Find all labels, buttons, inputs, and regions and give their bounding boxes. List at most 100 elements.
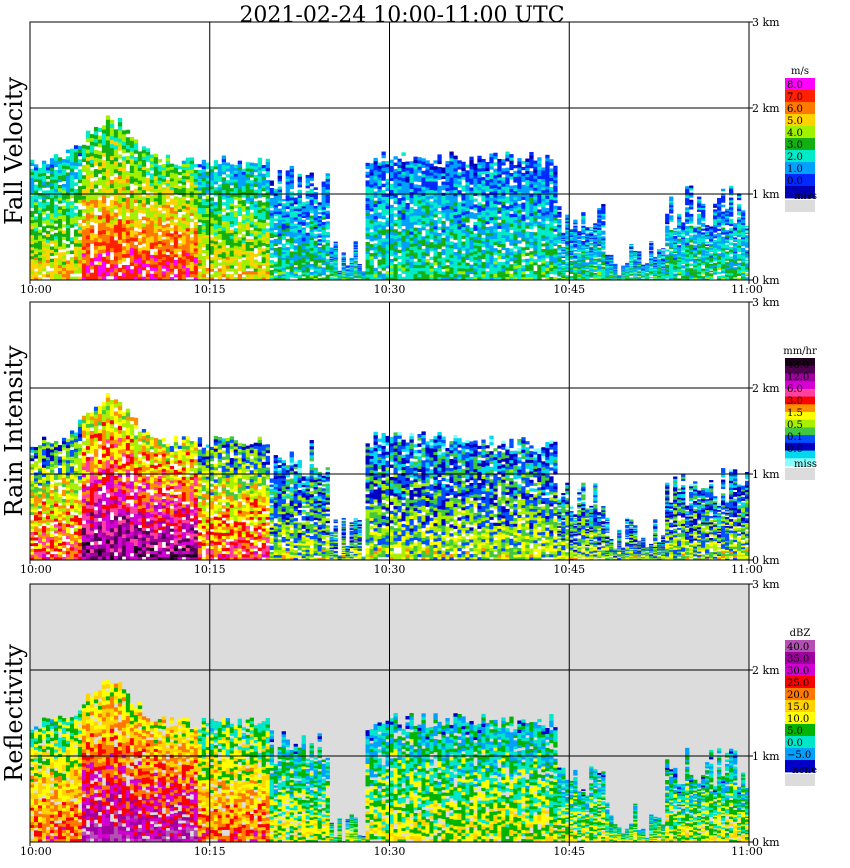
legend-label: 1.5 — [787, 408, 803, 419]
legend-swatch — [785, 365, 815, 374]
x-tick-label: 10:30 — [374, 563, 406, 576]
radar-echo-field — [30, 679, 750, 843]
radar-echo-field — [30, 393, 750, 561]
legend-missing-label: miss — [794, 459, 817, 470]
legend-label: 3.0 — [787, 396, 803, 407]
x-tick-label: 10:45 — [553, 283, 585, 296]
y-tick-label: 2 km — [752, 102, 780, 115]
legend-swatch — [785, 174, 815, 187]
y-tick-label: 1 km — [752, 468, 780, 481]
legend-label: 12.0 — [787, 372, 809, 383]
legend-label: 10.0 — [787, 714, 809, 725]
x-tick-label: 11:00 — [731, 845, 763, 858]
x-tick-label: 10:15 — [194, 845, 226, 858]
legend-missing-swatch — [785, 200, 815, 212]
y-tick-label: 0 km — [752, 554, 780, 567]
legend-swatch — [785, 404, 815, 413]
legend-label: 5.0 — [787, 116, 803, 127]
legend-label: 4.0 — [787, 128, 803, 139]
legend-swatch — [785, 419, 815, 428]
legend-unit: m/s — [791, 66, 809, 77]
panel-2: 10:00 10:15 10:30 10:45 11:000 km 1 km 2 km 3 k… — [0, 296, 817, 576]
legend-label: 0.0 — [787, 738, 803, 749]
x-tick-label: 10:45 — [553, 563, 585, 576]
y-tick-label: 3 km — [752, 16, 780, 29]
legend-missing-swatch — [785, 468, 815, 480]
legend-label: 0.0 — [787, 444, 803, 455]
legend-label: 6.0 — [787, 104, 803, 115]
legend-label: 0.5 — [787, 420, 803, 431]
legend-swatch — [785, 736, 815, 749]
x-tick-label: 10:00 — [20, 845, 52, 858]
legend-label: 20.0 — [787, 690, 809, 701]
legend-label: 15.0 — [787, 702, 809, 713]
legend-label: 2.0 — [787, 152, 803, 163]
y-tick-label: 1 km — [752, 750, 780, 763]
legend-label: 7.0 — [787, 92, 803, 103]
legend: m/s 8.07.06.05.04.03.02.01.00.0 miss — [785, 66, 817, 212]
legend-swatch — [785, 381, 815, 390]
legend-label: −5.0 — [787, 750, 811, 761]
legend-label: 35.0 — [787, 654, 809, 665]
legend-label: 6.0 — [787, 384, 803, 395]
legend-label: 1.0 — [787, 164, 803, 175]
y-tick-label: 0 km — [752, 836, 780, 849]
y-tick-label: 3 km — [752, 296, 780, 309]
legend-swatch — [785, 458, 815, 467]
legend-swatch — [785, 676, 815, 689]
legend-swatch — [785, 450, 815, 459]
legend-swatch — [785, 373, 815, 382]
legend-swatch — [785, 435, 815, 444]
legend-unit: dBZ — [790, 628, 811, 639]
legend-missing-swatch — [785, 774, 815, 786]
legend-swatch — [785, 712, 815, 725]
x-tick-label: 10:15 — [194, 283, 226, 296]
legend-swatch — [785, 186, 815, 199]
legend-unit: mm/hr — [783, 346, 817, 357]
legend-swatch — [785, 688, 815, 701]
legend-swatch — [785, 126, 815, 139]
legend-swatch — [785, 652, 815, 665]
legend-swatch — [785, 396, 815, 405]
legend-swatch — [785, 724, 815, 737]
legend-swatch — [785, 427, 815, 436]
panel-1: 10:00 10:15 10:30 10:45 11:000 km 1 km 2 km 3 k… — [0, 16, 817, 296]
panel-3: 10:00 10:15 10:30 10:45 11:000 km 1 km 2 km 3 k… — [0, 578, 817, 858]
legend-missing-label: miss — [794, 191, 817, 202]
x-tick-label: 11:00 — [731, 283, 763, 296]
legend-swatch — [785, 162, 815, 175]
legend-swatch — [785, 138, 815, 151]
x-tick-label: 10:15 — [194, 563, 226, 576]
x-tick-label: 10:30 — [374, 845, 406, 858]
legend-swatch — [785, 358, 815, 367]
legend-label: 0.1 — [787, 432, 803, 443]
legend-swatch — [785, 388, 815, 397]
legend-swatch — [785, 412, 815, 421]
legend-missing-label: none — [792, 765, 817, 776]
legend-label: 0.0 — [787, 176, 803, 187]
y-tick-label: 3 km — [752, 578, 780, 591]
y-tick-label: 2 km — [752, 382, 780, 395]
legend-label: 48.0 — [787, 360, 809, 371]
x-tick-label: 10:30 — [374, 283, 406, 296]
legend-label: 30.0 — [787, 666, 809, 677]
y-tick-label: 1 km — [752, 188, 780, 201]
legend: mm/hr 48.012.06.03.01.50.50.10.0 miss — [783, 346, 817, 480]
panels: 10:00 10:15 10:30 10:45 11:000 km1 km2 km3 k… — [0, 16, 817, 858]
y-tick-label: 2 km — [752, 664, 780, 677]
legend-label: 40.0 — [787, 642, 809, 653]
legend-swatch — [785, 748, 815, 761]
legend-label: 8.0 — [787, 80, 803, 91]
legend-swatch — [785, 442, 815, 451]
legend-swatch — [785, 700, 815, 713]
legend-swatch — [785, 664, 815, 677]
y-tick-label: 0 km — [752, 274, 780, 287]
radar-echo-field — [30, 115, 750, 281]
y-axis-label: Reflectivity — [0, 644, 28, 782]
y-axis-label: Fall Velocity — [0, 77, 28, 226]
legend-swatch — [785, 90, 815, 103]
x-tick-label: 10:45 — [553, 845, 585, 858]
x-tick-label: 10:00 — [20, 563, 52, 576]
legend-swatch — [785, 150, 815, 163]
